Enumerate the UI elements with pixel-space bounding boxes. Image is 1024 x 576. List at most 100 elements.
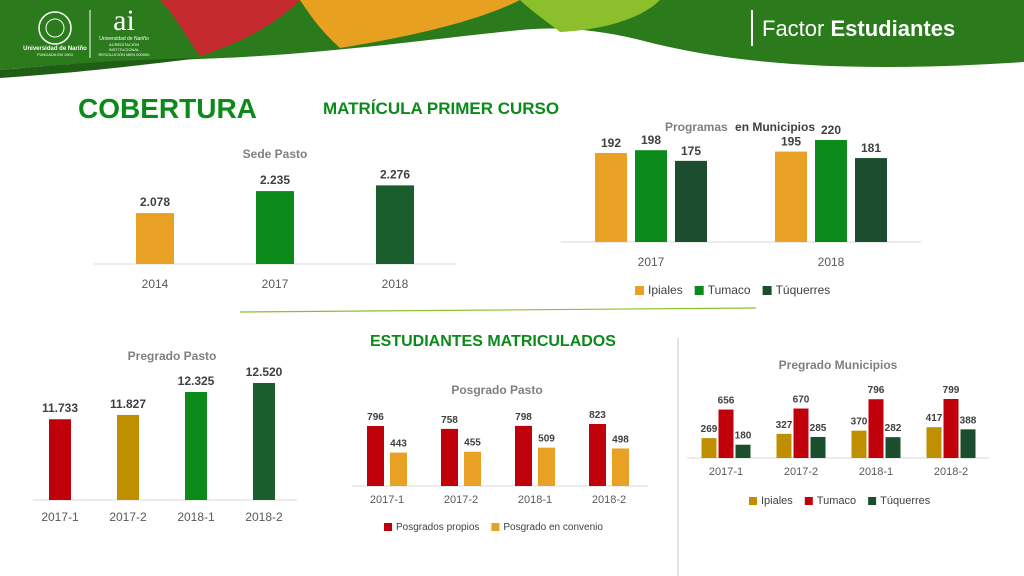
data-label: 180 — [735, 431, 752, 442]
posgrado-pasto-chart: Posgrado Pasto 796 443 2017-1 758 455 2017-2 7… — [352, 383, 648, 533]
tick-label: 2018 — [818, 255, 845, 269]
legend-swatch — [694, 286, 704, 295]
bar — [390, 452, 407, 486]
legend-swatch — [804, 497, 813, 505]
university-logo: Universidad de Nariño FUNDADA EN 1904 — [22, 46, 88, 57]
data-label: 498 — [612, 434, 629, 445]
tick-label: 2017-1 — [41, 510, 79, 524]
bar — [868, 399, 884, 458]
pregrado-municipios-chart: Pregrado Municipios 269 656 180 2017-1 327 67… — [687, 358, 989, 507]
bar — [718, 409, 734, 458]
legend-label: Túquerres — [776, 283, 831, 297]
data-label: 509 — [538, 434, 555, 445]
bar — [185, 391, 207, 500]
legend-swatch — [635, 286, 644, 295]
bar — [441, 428, 458, 486]
university-logo-founded: FUNDADA EN 1904 — [37, 52, 73, 57]
data-label: 11.827 — [110, 397, 146, 411]
data-label: 2.235 — [260, 173, 290, 187]
data-label: 327 — [776, 420, 793, 431]
bar — [538, 447, 555, 486]
legend-label: Ipiales — [648, 283, 683, 297]
chart-title: Pregrado Pasto — [128, 349, 217, 363]
sede-pasto-chart: Sede Pasto 2.078 2014 2.235 2017 2.276 2018 — [94, 147, 456, 291]
data-label: 175 — [681, 144, 701, 158]
tick-label: 2017-2 — [784, 466, 818, 478]
bar — [515, 425, 532, 486]
bar — [851, 430, 867, 458]
bar — [675, 160, 707, 242]
bar — [589, 424, 606, 486]
data-label: 758 — [441, 415, 458, 426]
legend-swatch — [491, 523, 500, 531]
bar — [926, 427, 942, 458]
bar — [253, 383, 275, 500]
accreditation-logo-line3: RESOLUCIÓN MEN 000000 — [98, 52, 150, 57]
bar — [701, 438, 717, 458]
legend-label: Túquerres — [880, 495, 931, 507]
brand-title-prefix: Factor — [762, 16, 825, 41]
data-label: 455 — [464, 438, 481, 449]
data-label: 656 — [718, 396, 735, 407]
matricula-title: MATRÍCULA PRIMER CURSO — [323, 99, 560, 118]
header-banner — [0, 0, 1024, 80]
legend-swatch — [749, 497, 757, 505]
accreditation-logo-line1: Universidad de Nariño — [99, 36, 149, 42]
data-label: 12.520 — [246, 365, 283, 379]
tick-label: 2018-2 — [592, 494, 626, 506]
bar — [635, 150, 667, 242]
data-label: 443 — [390, 439, 407, 450]
tick-label: 2014 — [142, 277, 169, 291]
bar — [960, 429, 976, 458]
data-label: 670 — [793, 395, 810, 406]
data-label: 2.276 — [380, 167, 410, 181]
chart-title: Pregrado Municipios — [779, 358, 898, 372]
accreditation-logo-line2: ACREDITACIÓN INSTITUCIONAL — [108, 42, 140, 52]
data-label: 823 — [589, 410, 606, 421]
data-label: 11.733 — [42, 401, 78, 415]
bar — [810, 436, 826, 458]
data-label: 798 — [515, 412, 532, 423]
legend-label: Tumaco — [817, 495, 856, 507]
data-label: 370 — [851, 417, 868, 428]
bar — [256, 191, 294, 264]
bar — [735, 444, 751, 458]
data-label: 285 — [810, 423, 827, 434]
legend-swatch — [384, 523, 392, 531]
accreditation-logo: ai Universidad de Nariño ACREDITACIÓN IN… — [94, 4, 154, 58]
chart-title: Sede Pasto — [243, 147, 308, 161]
accreditation-logo-ai: ai — [113, 4, 135, 37]
cobertura-title: COBERTURA — [78, 93, 257, 124]
data-label: 198 — [641, 133, 661, 147]
data-label: 220 — [821, 123, 841, 137]
bar — [595, 152, 627, 242]
chart-title: Programas en Municipios — [665, 120, 815, 134]
legend-label: Posgrados propios — [396, 522, 479, 533]
tick-label: 2017-2 — [444, 494, 478, 506]
data-label: 388 — [960, 415, 977, 426]
data-label: 796 — [868, 385, 885, 396]
tick-label: 2017 — [638, 255, 665, 269]
tick-label: 2018-1 — [177, 510, 215, 524]
bar — [793, 408, 809, 458]
data-label: 195 — [781, 135, 801, 149]
university-logo-name: Universidad de Nariño — [23, 46, 87, 52]
bar — [775, 151, 807, 242]
estudiantes-title: ESTUDIANTES MATRICULADOS — [370, 333, 616, 350]
brand-title: Factor Estudiantes — [762, 16, 955, 42]
brand-title-name: Estudiantes — [830, 16, 956, 41]
data-label: 181 — [861, 141, 881, 155]
data-label: 282 — [885, 423, 902, 434]
bar — [367, 426, 384, 486]
legend-swatch — [868, 497, 877, 505]
data-label: 2.078 — [140, 195, 170, 209]
data-label: 269 — [701, 424, 718, 435]
programas-municipios-chart: Programas en Municipios 192 198 175 2017 195… — [561, 120, 921, 297]
tick-label: 2017-1 — [709, 466, 743, 478]
data-label: 796 — [367, 412, 384, 423]
chart-title-prefix: Programas — [665, 120, 728, 134]
chart-title: Posgrado Pasto — [451, 383, 542, 397]
tick-label: 2018-2 — [934, 466, 968, 478]
tick-label: 2018-1 — [859, 466, 893, 478]
